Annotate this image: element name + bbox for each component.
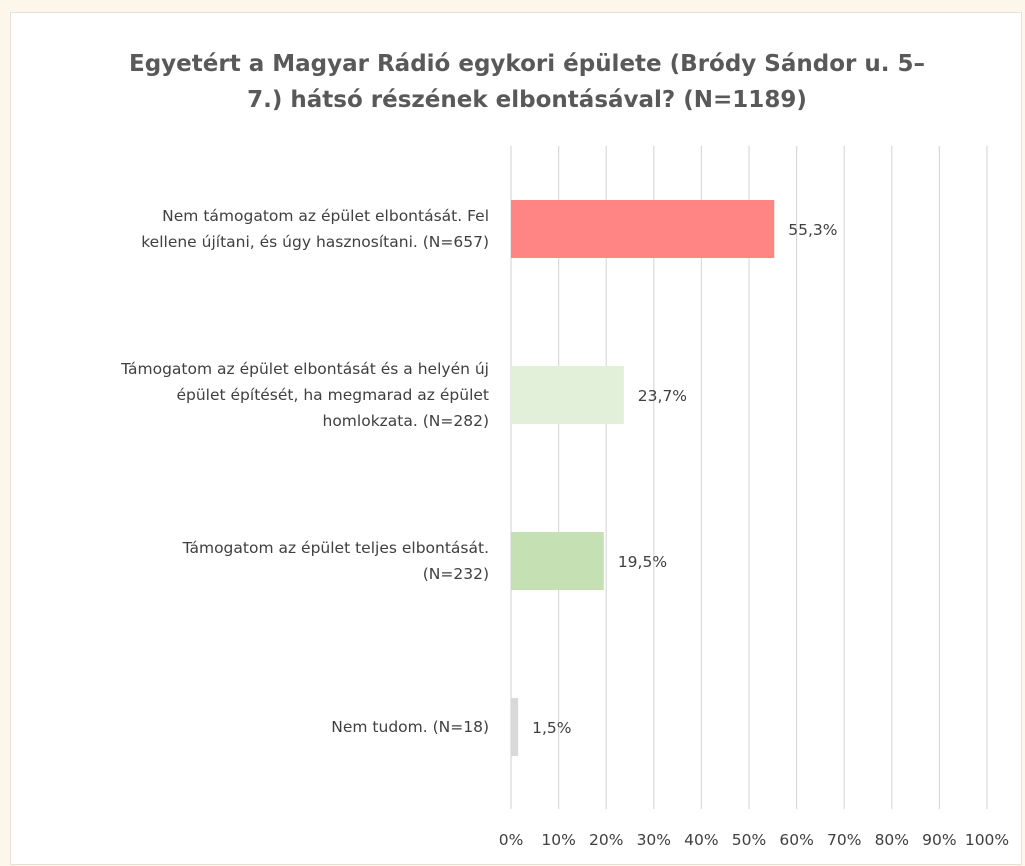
x-tick-label-60: 60% [779,831,813,849]
x-tick-label-20: 20% [589,831,623,849]
data-label-3: 1,5% [532,719,571,737]
x-tick-label-50: 50% [732,831,766,849]
bars [511,200,775,756]
chart-title: Egyetért a Magyar Rádió egykori épülete … [129,51,925,113]
data-labels: 55,3% 23,7% 19,5% 1,5% [532,221,837,737]
x-tick-label-30: 30% [637,831,671,849]
category-label-3-line-1: Nem tudom. (N=18) [331,718,489,736]
category-label-2-line-2: (N=232) [423,565,489,583]
category-label-1-line-3: homlokzata. (N=282) [323,412,490,430]
x-axis-tick-labels: 0% 10% 20% 30% 40% 50% 60% 70% 80% 90% 100% [499,831,1009,849]
bar-chart: Egyetért a Magyar Rádió egykori épülete … [120,51,1009,849]
chart-title-line-1: Egyetért a Magyar Rádió egykori épülete … [129,51,925,77]
x-tick-label-80: 80% [875,831,909,849]
data-label-0: 55,3% [788,221,837,239]
chart-title-line-2: 7.) hátsó részének elbontásával? (N=1189… [247,87,807,113]
x-tick-label-40: 40% [684,831,718,849]
category-label-1-line-2: épület építését, ha megmarad az épület [176,386,489,404]
bar-2 [511,532,604,590]
bar-3 [511,698,519,756]
chart-card: Egyetért a Magyar Rádió egykori épülete … [10,12,1022,865]
x-tick-label-90: 90% [922,831,956,849]
category-label-2-line-1: Támogatom az épület teljes elbontását. [182,539,489,557]
category-label-0-line-1: Nem támogatom az épület elbontását. Fel [162,207,489,225]
x-tick-label-100: 100% [965,831,1009,849]
category-labels: Nem támogatom az épület elbontását. Fel k… [120,207,489,736]
category-label-0-line-2: kellene újítani, és úgy hasznosítani. (N… [141,233,489,251]
bar-0 [511,200,775,258]
x-tick-label-10: 10% [541,831,575,849]
data-label-1: 23,7% [638,387,687,405]
bar-1 [511,366,624,424]
category-label-1-line-1: Támogatom az épület elbontását és a hely… [120,360,489,378]
x-tick-label-0: 0% [499,831,524,849]
x-tick-label-70: 70% [827,831,861,849]
data-label-2: 19,5% [618,553,667,571]
